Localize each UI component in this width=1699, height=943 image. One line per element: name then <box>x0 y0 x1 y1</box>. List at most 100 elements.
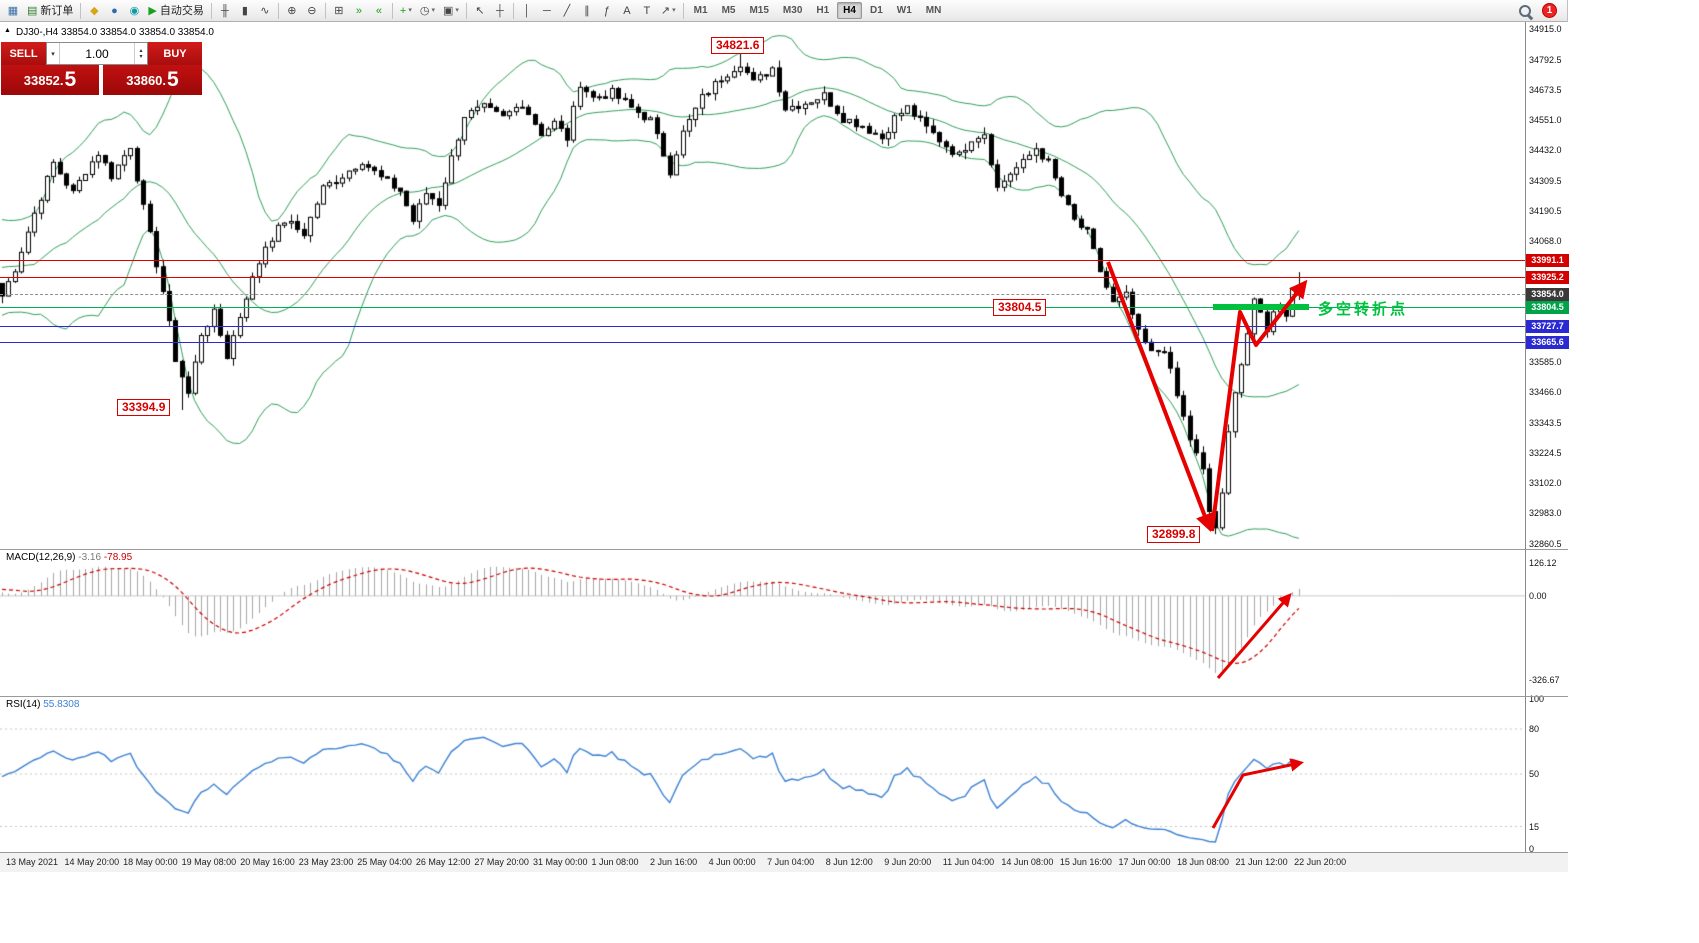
time-axis-label: 20 May 16:00 <box>240 857 295 867</box>
time-axis-label: 8 Jun 12:00 <box>825 857 873 867</box>
price-tag-33804.5: 33804.5 <box>1526 300 1569 314</box>
periods-button[interactable]: ◷ ▾ <box>417 2 438 20</box>
buy-button[interactable]: BUY <box>148 42 202 65</box>
one-click-collapse-icon[interactable]: ▲ <box>4 27 11 34</box>
bar-chart-button[interactable]: ╫ <box>216 2 234 20</box>
channel-button[interactable]: ∥ <box>578 2 596 20</box>
panel-separator[interactable] <box>0 549 1568 550</box>
time-axis[interactable]: 13 May 2021 14 May 20:00 18 May 00:00 19 Ma… <box>0 852 1568 872</box>
trendline-icon: ╱ <box>563 4 571 17</box>
horizontal-line-33804.5[interactable] <box>0 306 1525 308</box>
time-axis-label: 14 Jun 08:00 <box>1001 857 1054 867</box>
crosshair-icon: ┼ <box>496 4 504 17</box>
news-button[interactable]: ◉ <box>125 2 143 20</box>
text-label-button[interactable]: T <box>638 2 656 20</box>
text-button[interactable]: A <box>618 2 636 20</box>
fibonacci-button[interactable]: ƒ <box>598 2 616 20</box>
timeframe-h4-button[interactable]: H4 <box>837 2 862 19</box>
indicators-button[interactable]: + ▾ <box>397 2 415 20</box>
community-button[interactable]: ● <box>105 2 123 20</box>
price-label-swing-low[interactable]: 33394.9 <box>117 399 171 416</box>
price-label-crash-low[interactable]: 32899.8 <box>1147 526 1201 543</box>
candlestick-chart-button[interactable]: ▮ <box>236 2 254 20</box>
chart-canvas[interactable] <box>0 0 1568 852</box>
rsi-axis-label: 15 <box>1529 821 1540 832</box>
price-axis-label: 32860.5 <box>1529 538 1562 549</box>
crosshair-button[interactable]: ┼ <box>491 2 509 20</box>
horizontal-line-33925.2[interactable] <box>0 276 1525 278</box>
volume-stepper[interactable]: ▴ ▾ <box>134 43 147 64</box>
price-tag-33925.2: 33925.2 <box>1526 270 1569 284</box>
time-axis-label: 27 May 20:00 <box>474 857 529 867</box>
dropdown-caret-icon: ▾ <box>672 6 676 14</box>
notification-badge[interactable]: 1 <box>1542 3 1557 18</box>
volume-up-icon[interactable]: ▴ <box>139 47 143 54</box>
zoom-in-button[interactable]: ⊕ <box>283 2 301 20</box>
chart-shift-icon: « <box>375 4 382 17</box>
volume-dropdown-icon[interactable]: ▾ <box>47 43 60 64</box>
auto-scroll-button[interactable]: » <box>350 2 368 20</box>
pivot-highlight-line[interactable] <box>1213 304 1309 311</box>
volume-input[interactable]: 1.00 <box>85 46 109 61</box>
timeframe-m30-button[interactable]: M30 <box>782 5 803 16</box>
timeframe-mn-button[interactable]: MN <box>925 5 942 16</box>
panel-separator[interactable] <box>0 696 1568 697</box>
buy-price-box[interactable]: 33860. 5 <box>103 65 202 95</box>
toolbar-separator <box>277 2 279 19</box>
timeframe-w1-button[interactable]: W1 <box>896 5 912 16</box>
timeframe-m15-button[interactable]: M15 <box>749 5 769 16</box>
horizontal-line-33727.7[interactable] <box>0 326 1525 328</box>
shapes-icon: ↗ <box>660 4 671 17</box>
volume-down-icon[interactable]: ▾ <box>139 53 143 60</box>
mt4-window: ▦ ▤ 新订单 ◆ ● ◉ ▶ 自动交易 ╫ ▮ ∿ ⊕ ⊖ ⊞» «+ ▾ ◷ ▾ ▣ ▾ ↖ ┼ │ ─ ╱ ∥ ƒ A T ↗ ▾ M1… <box>0 0 1568 872</box>
auto-trading-button[interactable]: ▶ 自动交易 <box>145 2 206 20</box>
zoom-out-button[interactable]: ⊖ <box>303 2 321 20</box>
trendline-button[interactable]: ╱ <box>558 2 576 20</box>
vertical-line-icon: │ <box>523 4 531 17</box>
time-axis-label: 25 May 04:00 <box>357 857 412 867</box>
macd-name: MACD(12,26,9) <box>6 552 76 563</box>
toolbar-separator <box>682 2 684 19</box>
price-label-peak[interactable]: 34821.6 <box>711 37 765 54</box>
search-icon[interactable] <box>1517 3 1533 19</box>
price-axis-label: 34309.5 <box>1529 175 1562 186</box>
sell-price-box[interactable]: 33852. 5 <box>1 65 99 95</box>
sell-button[interactable]: SELL <box>1 42 46 65</box>
tile-windows-button[interactable]: ⊞ <box>330 2 348 20</box>
toolbar-separator <box>465 2 467 19</box>
new-chart-button[interactable]: ▦ <box>4 2 22 20</box>
macd-label: MACD(12,26,9) -3.16 -78.95 <box>6 552 132 563</box>
price-axis-label: 33343.5 <box>1529 417 1562 428</box>
timeframe-m1-button[interactable]: M1 <box>693 5 708 16</box>
timeframe-h1-button[interactable]: H1 <box>816 5 830 16</box>
price-label-pivot[interactable]: 33804.5 <box>993 299 1047 316</box>
horizontal-line-33854[interactable] <box>0 294 1525 296</box>
timeframe-d1-button[interactable]: D1 <box>869 5 883 16</box>
toolbar-separator <box>324 2 326 19</box>
horizontal-line-33665.6[interactable] <box>0 341 1525 343</box>
cursor-button[interactable]: ↖ <box>471 2 489 20</box>
timeframe-m5-button[interactable]: M5 <box>721 5 736 16</box>
new-order-button[interactable]: ▤ 新订单 <box>24 2 76 20</box>
market-icon: ◆ <box>90 4 99 17</box>
horizontal-line-button[interactable]: ─ <box>538 2 556 20</box>
price-axis-label: 34792.5 <box>1529 54 1562 65</box>
time-axis-label: 2 Jun 16:00 <box>650 857 698 867</box>
rsi-name: RSI(14) <box>6 699 41 710</box>
pivot-text-label[interactable]: 多空转折点 <box>1318 301 1409 318</box>
macd-axis-label: 0.00 <box>1529 590 1547 601</box>
time-axis-label: 14 May 20:00 <box>64 857 120 867</box>
line-chart-button[interactable]: ∿ <box>256 2 274 20</box>
price-axis-label: 34432.0 <box>1529 145 1562 156</box>
vertical-line-button[interactable]: │ <box>518 2 536 20</box>
time-axis-label: 4 Jun 00:00 <box>708 857 756 867</box>
chart-shift-button[interactable]: « <box>370 2 388 20</box>
horizontal-line-33991.1[interactable] <box>0 260 1525 262</box>
rsi-label: RSI(14) 55.8308 <box>6 699 79 710</box>
shapes-button[interactable]: ↗ ▾ <box>658 2 679 20</box>
templates-button[interactable]: ▣ ▾ <box>440 2 462 20</box>
time-axis-label: 13 May 2021 <box>6 857 59 867</box>
price-axis-label: 34068.0 <box>1529 236 1562 247</box>
price-axis[interactable]: 34915.0 34792.5 34673.5 34551.0 34432.0 34309… <box>1525 22 1569 854</box>
market-button[interactable]: ◆ <box>85 2 103 20</box>
